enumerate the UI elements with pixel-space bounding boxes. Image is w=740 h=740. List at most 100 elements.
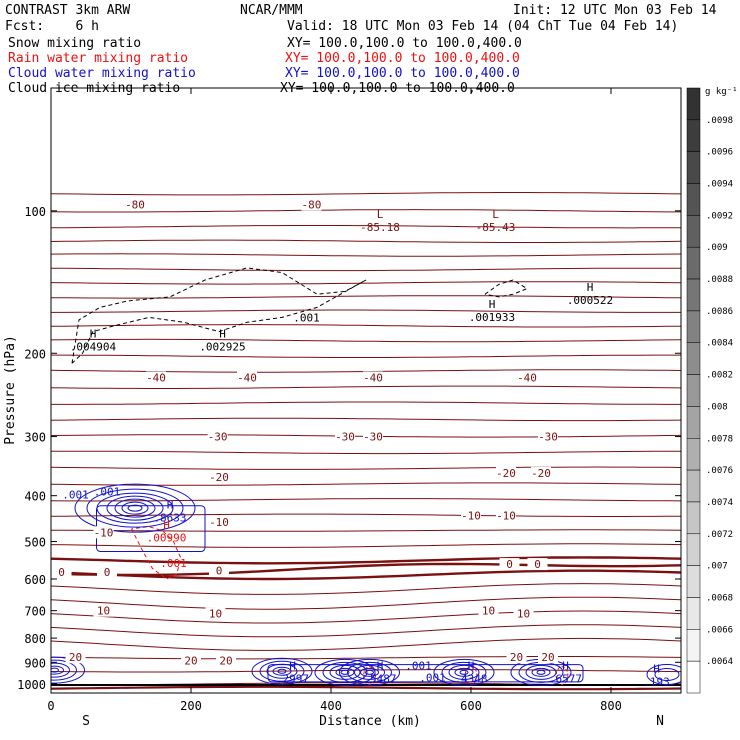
colorbar-label: .0096 [706,148,733,158]
temperature-label: -80 [125,199,145,212]
y-tick-label: 900 [24,656,46,670]
y-tick-label: 500 [24,536,46,550]
isotherm [51,596,681,610]
contour-label-bg [527,558,548,571]
end-label-right: N [656,714,664,729]
temperature-label: -10 [209,516,229,529]
cloud-contour [314,658,376,686]
contour-label-bg [146,371,166,384]
extremum-value: .002925 [199,341,245,354]
header-center: NCAR/MMM [240,3,303,18]
colorbar-swatch [686,342,701,375]
cloud-contour [433,658,495,686]
header-title: CONTRAST 3km ARW [5,3,130,18]
colorbar-label: .008 [706,402,728,412]
contour-label-bg [237,371,257,384]
colorbar-swatch [686,215,701,248]
colorbar-label: .0074 [706,498,733,508]
cloud-contour [360,667,379,677]
isotherm [51,239,681,243]
contour-label-bg [499,558,520,571]
contour-label-bg [205,607,226,620]
colorbar-label: .0078 [706,434,733,444]
temperature-label: 10 [517,608,530,621]
header-valid: Valid: 18 UTC Mon 03 Feb 14 (04 ChT Tue … [287,19,678,34]
header-fcst: Fcst: 6 h [5,19,99,34]
cloud-contour [354,664,385,680]
y-tick-label: 100 [24,205,46,219]
contour-label-bg [335,430,355,443]
isotherm [51,385,681,389]
temperature-contours [51,192,681,691]
field-xy-cloud-water: XY= 100.0,100.0 to 100.0,400.0 [285,66,520,81]
contour-label-bg [538,430,558,443]
end-label-left: S [82,714,90,729]
field-name-rain: Rain water mixing ratio [8,51,188,66]
extremum-value: .6577 [549,672,582,685]
colorbar-swatch [686,183,701,216]
extremum-value: .4348 [454,672,487,685]
y-tick-label: 600 [24,573,46,587]
extremum-value: .004904 [70,341,117,354]
y-tick-label: 300 [24,431,46,445]
extremum-kind: L [492,208,499,221]
cloud-contour [525,664,557,680]
isotherm [51,267,681,272]
isotherm [51,281,681,285]
temperature-label: -20 [209,471,229,484]
isotherm [51,466,681,470]
x-tick-label: 600 [460,699,482,713]
y-tick-label: 400 [24,490,46,504]
colorbar-swatch [686,374,701,407]
colorbar-swatch [686,533,701,566]
isotherm [51,685,681,691]
mixing-ratio-label: .001 [293,311,320,324]
mixing-ratio-label: .001 [160,557,187,570]
colorbar-swatch [686,246,701,280]
temperature-label: 20 [510,651,523,664]
extremum-value: .193 [643,676,670,689]
cloud-contour [454,667,474,677]
colorbar-label: .0072 [706,530,733,540]
header: CONTRAST 3km ARW NCAR/MMM Init: 12 UTC M… [5,3,717,96]
colorbar-swatch [686,438,701,471]
colorbar-swatch [686,565,701,598]
cloud-contour [51,659,77,681]
extremum-kind: H [468,659,475,672]
field-xy-snow: XY= 100.0,100.0 to 100.0,400.0 [287,36,522,51]
colorbar-swatch [686,501,701,535]
contour-label-bg [363,430,383,443]
isotherm [51,610,681,624]
temperature-label: -40 [146,371,166,384]
extremum-kind: H [653,663,660,676]
contour-label-bg [517,371,537,384]
contour-label-bg [478,604,499,617]
temperature-label: 0 [216,564,223,577]
extremum-value: .001933 [469,311,515,324]
contour-label-bg [93,604,114,617]
temperature-label: -40 [237,371,257,384]
cloud-water-contours [51,483,681,686]
cloud-contour [106,495,164,521]
temperature-label: -30 [335,431,355,444]
colorbar-swatch [686,310,701,343]
extremum-value: -85.18 [360,221,400,234]
extremum-value: -85.43 [476,221,516,234]
isotherm [51,513,681,517]
colorbar-swatch [686,278,701,312]
extremum-value: .2997 [276,672,309,685]
isotherm [51,225,681,229]
isotherm [51,450,681,455]
field-name-cloud-water: Cloud water mixing ratio [8,66,196,81]
contour-label-bg [209,516,229,529]
isotherm [51,417,681,422]
isotherm [51,556,681,565]
cloud-contour [267,664,584,683]
colorbar-label: .0066 [706,625,733,635]
contour-label-bg [216,654,236,667]
cloud-contour [365,669,374,675]
mixing-ratio-label: .001 [419,672,446,685]
contour-label-bg [51,566,72,579]
temperature-label: 20 [69,651,82,664]
temperature-label: -10 [496,509,516,522]
